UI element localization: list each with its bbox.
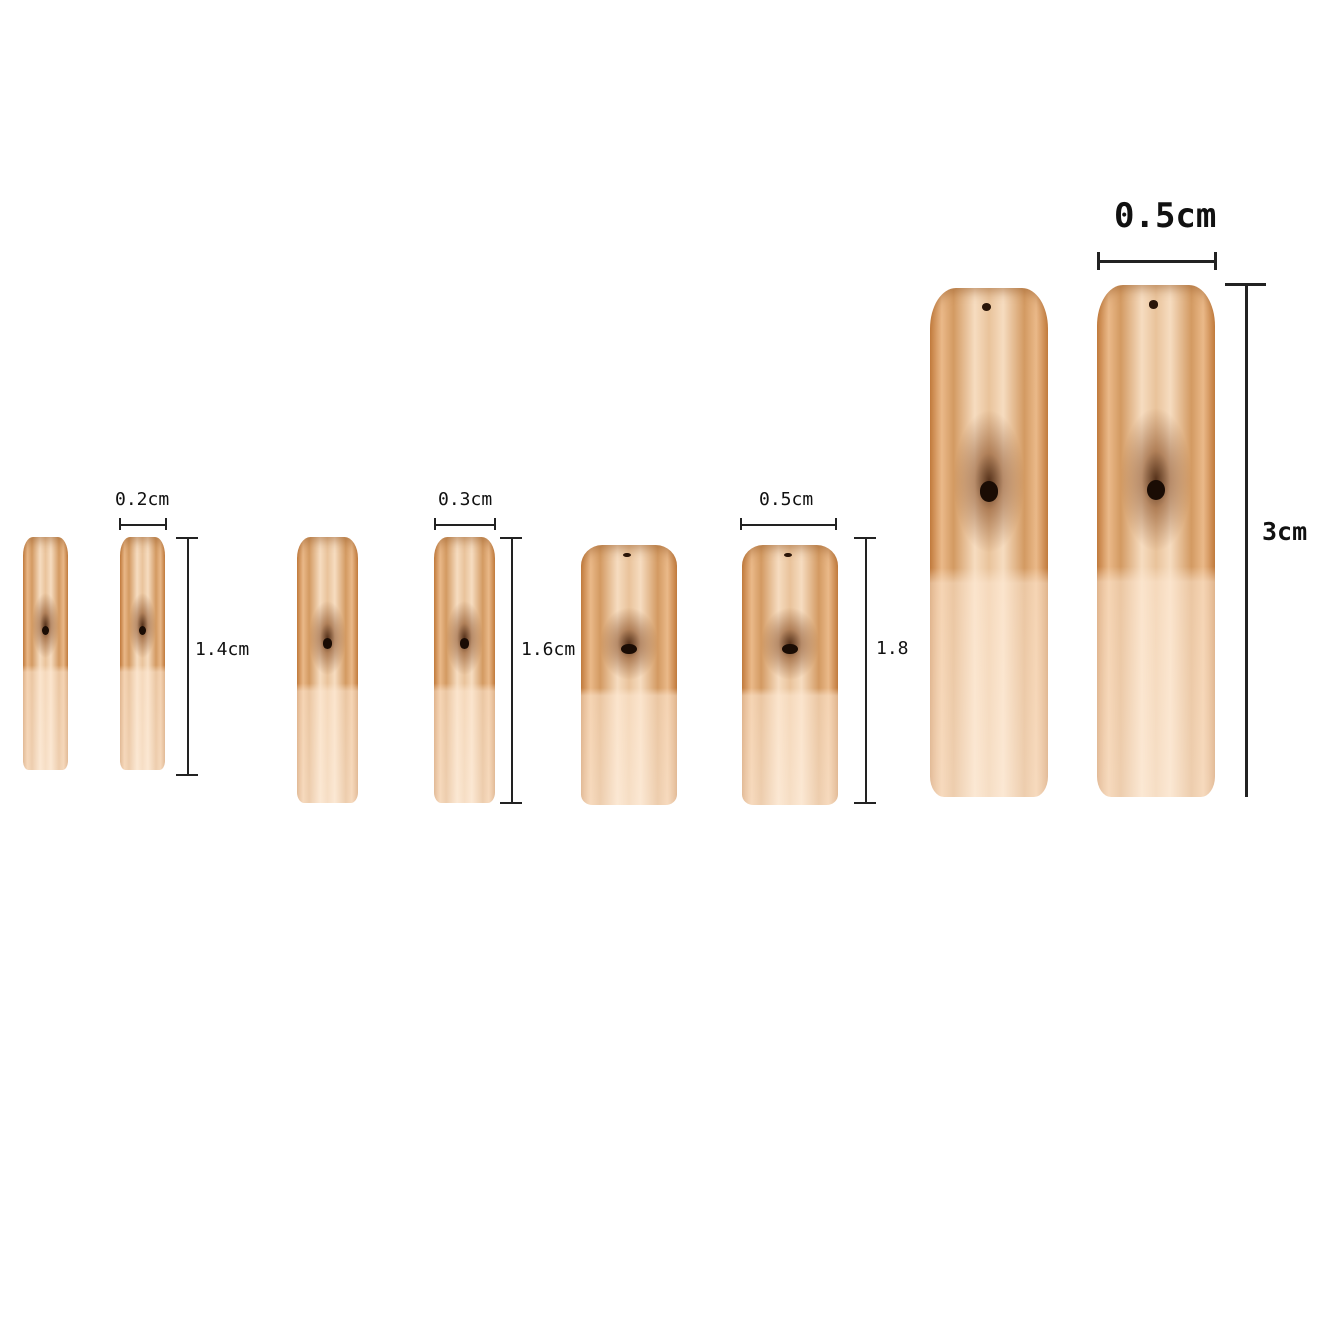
dimension-tick (854, 802, 876, 804)
width-dimension-line (1098, 260, 1216, 263)
earring-pin (784, 552, 792, 557)
dimension-tick (835, 518, 837, 530)
earring-hole (41, 625, 50, 635)
height-label: 3cm (1262, 517, 1308, 546)
width-label: 0.5cm (1114, 196, 1217, 236)
dimension-tick (165, 518, 167, 530)
width-dimension-line (740, 524, 836, 526)
dimension-tick (740, 518, 742, 530)
dimension-tick (434, 518, 436, 530)
height-label: 1.4cm (195, 639, 250, 660)
earring-hole (459, 638, 470, 649)
earring-pin (1148, 300, 1159, 309)
dimension-tick (1225, 283, 1266, 286)
height-dimension-line (187, 537, 189, 775)
earring-large-right (1097, 285, 1215, 797)
dimension-tick (119, 518, 121, 530)
dimension-tick (1097, 252, 1100, 270)
dimension-tick (1214, 252, 1217, 270)
earring-medium-right (434, 537, 495, 803)
earring-hole (1146, 479, 1166, 501)
height-label: 1.8 (876, 638, 909, 659)
earring-hole (138, 625, 147, 635)
dimension-tick (176, 774, 198, 776)
dimension-tick (500, 537, 522, 539)
earring-small-right (120, 537, 165, 770)
earring-wide-left (581, 545, 677, 805)
earring-pin (623, 552, 631, 557)
dimension-tick (854, 537, 876, 539)
earring-small-left (23, 537, 68, 770)
width-label: 0.5cm (759, 489, 814, 510)
dimension-tick (176, 537, 198, 539)
height-dimension-line (1245, 284, 1248, 797)
width-dimension-line (434, 524, 495, 526)
height-dimension-line (511, 537, 513, 803)
width-label: 0.2cm (115, 489, 170, 510)
height-label: 1.6cm (521, 639, 576, 660)
earring-hole (322, 638, 333, 649)
earring-wide-right (742, 545, 838, 805)
width-dimension-line (119, 524, 166, 526)
dimension-tick (494, 518, 496, 530)
dimension-tick (500, 802, 522, 804)
earring-hole (782, 643, 798, 655)
earring-medium-left (297, 537, 358, 803)
earring-pin (981, 303, 992, 312)
earring-hole (979, 481, 999, 502)
earring-large-left (930, 288, 1048, 797)
width-label: 0.3cm (438, 489, 493, 510)
height-dimension-line (865, 537, 867, 803)
earring-hole (621, 643, 637, 655)
